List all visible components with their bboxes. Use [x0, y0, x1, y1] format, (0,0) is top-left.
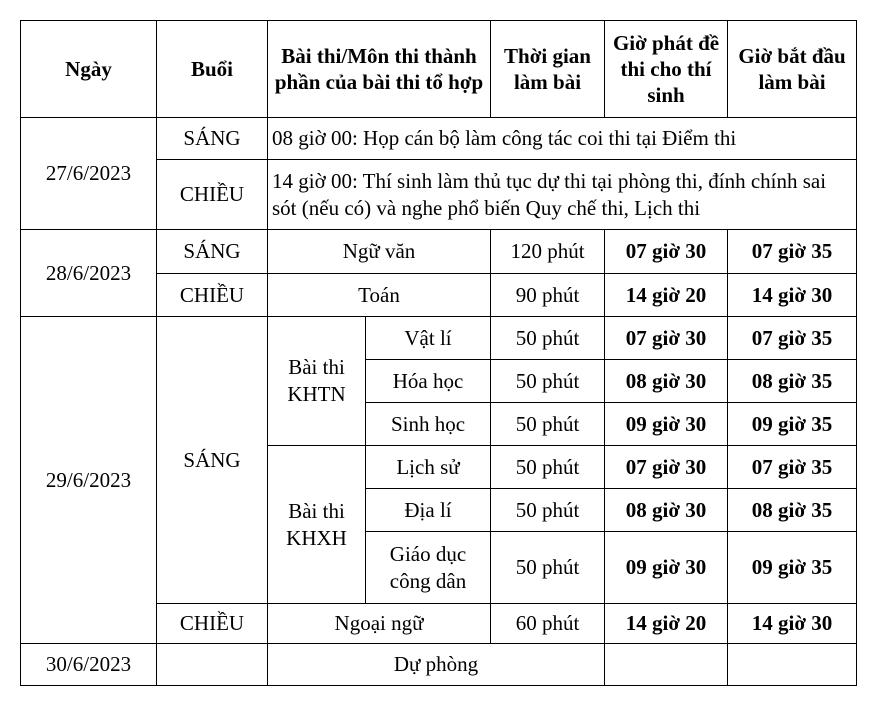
- session-cell: SÁNG: [156, 229, 268, 274]
- subject-cell: Ngữ văn: [266, 229, 492, 274]
- group-cell-khtn: Bài thi KHTN: [267, 316, 366, 446]
- distribute-time-cell: 14 giờ 20: [604, 603, 729, 644]
- subject-cell: Sinh học: [364, 402, 492, 446]
- distribute-time-cell: 09 giờ 30: [604, 531, 729, 604]
- subject-cell: Giáo dục công dân: [364, 531, 492, 604]
- date-cell: 29/6/2023: [20, 316, 157, 644]
- table-row: Bài thi KHXH Lịch sử 50 phút 07 giờ 30 0…: [21, 445, 858, 604]
- duration-cell: 50 phút: [490, 445, 606, 489]
- start-time-cell: 09 giờ 35: [727, 402, 858, 446]
- subject-cell: Dự phòng: [266, 643, 606, 686]
- table-row: Sinh học 50 phút 09 giờ 30 09 giờ 35: [21, 402, 858, 446]
- duration-cell: 90 phút: [490, 273, 606, 317]
- session-cell: CHIỀU: [156, 159, 268, 230]
- distribute-time-cell: 07 giờ 30: [604, 229, 729, 274]
- empty-cell: [604, 643, 729, 686]
- duration-cell: 50 phút: [490, 316, 606, 360]
- start-time-cell: 07 giờ 35: [727, 316, 858, 360]
- note-cell: 08 giờ 00: Họp cán bộ làm công tác coi t…: [266, 117, 858, 160]
- table-row: 30/6/2023 Dự phòng: [20, 643, 858, 686]
- duration-cell: 120 phút: [490, 229, 606, 274]
- start-time-cell: 09 giờ 35: [727, 531, 858, 604]
- duration-cell: 50 phút: [490, 488, 606, 532]
- session-cell: SÁNG: [156, 316, 268, 604]
- table-row: 27/6/2023 SÁNG 08 giờ 00: Họp cán bộ làm…: [20, 117, 858, 230]
- start-time-cell: 07 giờ 35: [727, 445, 858, 489]
- table-row: 28/6/2023 SÁNG Ngữ văn 120 phút 07 giờ 3…: [20, 229, 858, 317]
- header-row: Ngày Buổi Bài thi/Môn thi thành phần của…: [20, 20, 858, 118]
- duration-cell: 60 phút: [490, 603, 606, 644]
- session-cell: SÁNG: [156, 117, 268, 160]
- distribute-time-cell: 08 giờ 30: [604, 359, 729, 403]
- table-row: Địa lí 50 phút 08 giờ 30 08 giờ 35: [21, 488, 858, 532]
- session-cell: CHIỀU: [156, 273, 268, 317]
- start-time-cell: 14 giờ 30: [727, 603, 858, 644]
- subject-cell: Địa lí: [364, 488, 492, 532]
- date-cell: 30/6/2023: [20, 643, 157, 686]
- table-row: CHIỀU Ngoại ngữ 60 phút 14 giờ 20 14 giờ…: [21, 603, 858, 644]
- start-time-cell: 14 giờ 30: [727, 273, 858, 317]
- exam-schedule-table: Ngày Buổi Bài thi/Môn thi thành phần của…: [20, 20, 858, 686]
- start-time-cell: 08 giờ 35: [727, 488, 858, 532]
- subject-cell: Vật lí: [364, 316, 492, 360]
- start-time-cell: 07 giờ 35: [727, 229, 858, 274]
- empty-cell: [156, 643, 268, 686]
- table-row: CHIỀU Toán 90 phút 14 giờ 20 14 giờ 30: [21, 273, 858, 317]
- header-session: Buổi: [156, 20, 268, 118]
- header-subject: Bài thi/Môn thi thành phần của bài thi t…: [266, 20, 492, 118]
- table-row: Giáo dục công dân 50 phút 09 giờ 30 09 g…: [21, 531, 858, 604]
- table-row: 29/6/2023 SÁNG Bài thi KHTN Vật lí 50 ph…: [20, 316, 858, 644]
- duration-cell: 50 phút: [490, 402, 606, 446]
- duration-cell: 50 phút: [490, 359, 606, 403]
- distribute-time-cell: 08 giờ 30: [604, 488, 729, 532]
- note-cell: 14 giờ 00: Thí sinh làm thủ tục dự thi t…: [266, 159, 858, 230]
- distribute-time-cell: 07 giờ 30: [604, 316, 729, 360]
- header-duration: Thời gian làm bài: [490, 20, 606, 118]
- header-start-time: Giờ bắt đầu làm bài: [727, 20, 858, 118]
- distribute-time-cell: 07 giờ 30: [604, 445, 729, 489]
- distribute-time-cell: 09 giờ 30: [604, 402, 729, 446]
- duration-cell: 50 phút: [490, 531, 606, 604]
- date-cell: 28/6/2023: [20, 229, 157, 317]
- subject-cell: Hóa học: [364, 359, 492, 403]
- date-cell: 27/6/2023: [20, 117, 157, 230]
- table-row: Hóa học 50 phút 08 giờ 30 08 giờ 35: [21, 359, 858, 403]
- start-time-cell: 08 giờ 35: [727, 359, 858, 403]
- header-date: Ngày: [20, 20, 157, 118]
- subject-cell: Toán: [266, 273, 492, 317]
- distribute-time-cell: 14 giờ 20: [604, 273, 729, 317]
- table-row: CHIỀU 14 giờ 00: Thí sinh làm thủ tục dự…: [21, 159, 858, 230]
- header-distribute-time: Giờ phát đề thi cho thí sinh: [604, 20, 729, 118]
- session-cell: CHIỀU: [156, 603, 268, 644]
- subject-cell: Ngoại ngữ: [266, 603, 492, 644]
- group-cell-khxh: Bài thi KHXH: [267, 445, 366, 604]
- subject-cell: Lịch sử: [364, 445, 492, 489]
- empty-cell: [727, 643, 858, 686]
